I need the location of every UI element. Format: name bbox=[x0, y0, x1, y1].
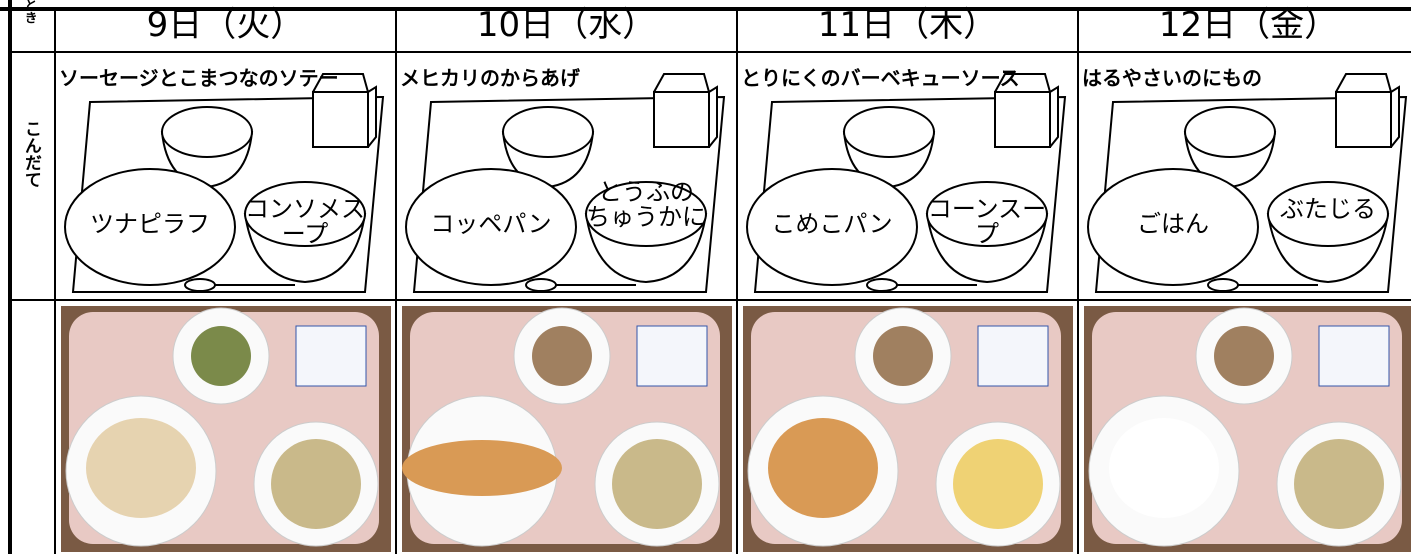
photo-food bbox=[191, 326, 251, 386]
top-bowl-rim bbox=[843, 106, 935, 158]
spoon bbox=[184, 278, 295, 292]
top-bowl-rim bbox=[502, 106, 594, 158]
soup-bowl-rim bbox=[926, 181, 1048, 247]
soup-bowl-rim bbox=[244, 181, 366, 247]
photo-main bbox=[768, 418, 878, 518]
soup-bowl-rim bbox=[585, 181, 707, 247]
photo-main bbox=[86, 418, 196, 518]
food-label: コンソメスープ bbox=[245, 195, 365, 249]
dish-title: ソーセージとこまつなのソテー bbox=[59, 66, 339, 90]
top-bowl-rim bbox=[161, 106, 253, 158]
plate bbox=[405, 168, 577, 286]
milk-carton bbox=[312, 73, 377, 148]
photo-main bbox=[402, 440, 562, 496]
photo-food bbox=[1214, 326, 1274, 386]
time-label: とき bbox=[21, 0, 37, 24]
food-label: ぶたじる bbox=[1280, 195, 1376, 223]
food-label: コッペパン bbox=[430, 210, 552, 238]
photo-soup bbox=[1294, 439, 1384, 529]
dish-title: とりにくのバーベキューソース bbox=[741, 66, 1020, 90]
soup-bowl-rim bbox=[1267, 181, 1389, 247]
top-bowl-rim bbox=[1184, 106, 1276, 158]
photo-soup bbox=[953, 439, 1043, 529]
photo-milk bbox=[1318, 325, 1390, 387]
plate bbox=[746, 168, 918, 286]
photo-milk bbox=[636, 325, 708, 387]
menu-label: こんだて bbox=[20, 120, 41, 188]
day-header: 10日（水） bbox=[476, 5, 657, 45]
dish-title: はるやさいのにもの bbox=[1082, 66, 1262, 90]
plate bbox=[64, 168, 236, 286]
photo-soup bbox=[271, 439, 361, 529]
food-label: こめこパン bbox=[771, 210, 893, 238]
food-label: ツナピラフ bbox=[90, 210, 210, 238]
photo-food bbox=[532, 326, 592, 386]
spoon bbox=[525, 278, 636, 292]
milk-carton bbox=[994, 73, 1059, 148]
photo-milk bbox=[295, 325, 367, 387]
spoon bbox=[1207, 278, 1318, 292]
food-label: コーンスープ bbox=[927, 195, 1047, 249]
day-header: 12日（金） bbox=[1158, 5, 1339, 45]
plate bbox=[1087, 168, 1259, 286]
dish-title: メヒカリのからあげ bbox=[400, 66, 580, 90]
photo-main bbox=[1109, 418, 1219, 518]
milk-carton bbox=[1335, 73, 1400, 148]
day-header: 11日（木） bbox=[817, 5, 998, 45]
food-label: ごはん bbox=[1137, 210, 1209, 238]
photo-food bbox=[873, 326, 933, 386]
milk-carton bbox=[653, 73, 718, 148]
photo-milk bbox=[977, 325, 1049, 387]
spoon bbox=[866, 278, 977, 292]
food-label: とうふの ちゅうかに bbox=[586, 178, 706, 232]
photo-soup bbox=[612, 439, 702, 529]
day-header: 9日（火） bbox=[146, 5, 305, 45]
